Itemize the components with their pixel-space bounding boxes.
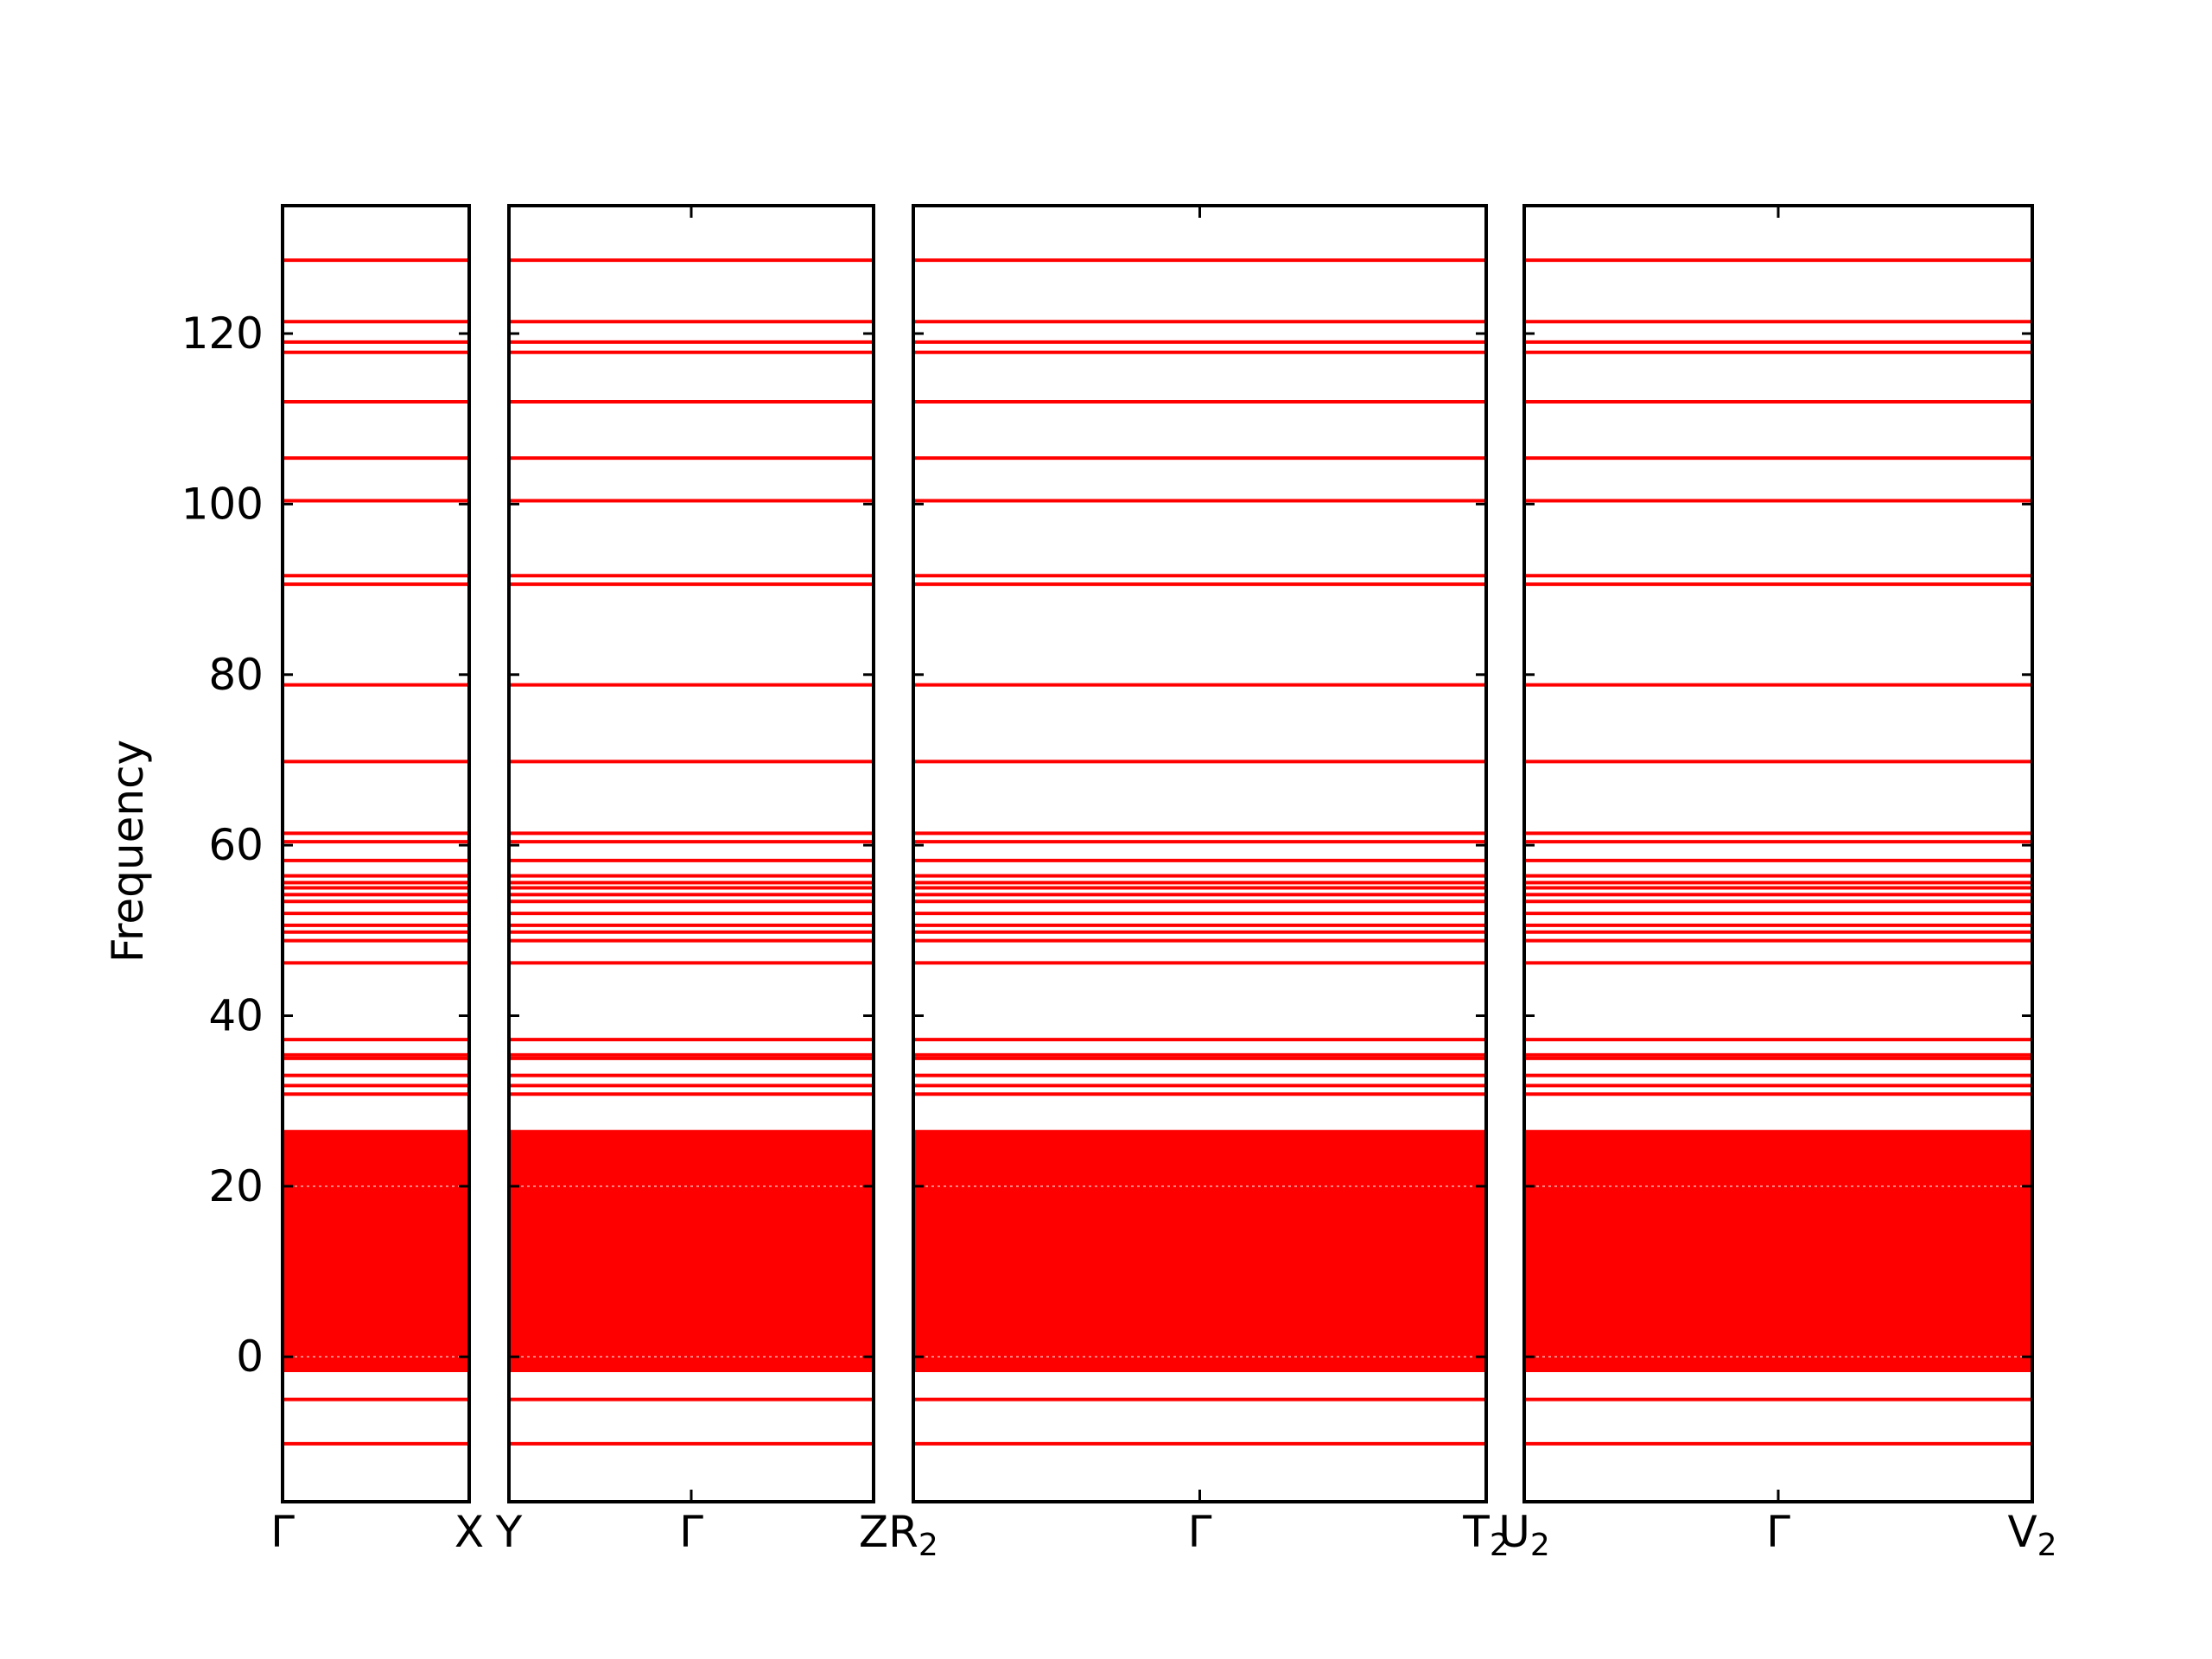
panel-frame: [1522, 204, 2034, 1503]
panel-frame: [507, 204, 875, 1503]
x-tick-label: Γ: [270, 1507, 295, 1557]
y-tick-label: 20: [208, 1161, 264, 1211]
x-tick-label: U2: [1498, 1507, 1550, 1563]
panel-1: [281, 204, 471, 1503]
y-tick-label: 40: [208, 991, 264, 1041]
panel-3: [912, 204, 1488, 1503]
panel-2: [507, 204, 875, 1503]
x-tick-label: Y: [495, 1507, 523, 1557]
y-axis-label: Frequency: [103, 740, 153, 963]
y-tick-labels: 0 20 40 60 80 100 120: [181, 308, 264, 1382]
dense-band-region: [913, 1129, 1486, 1372]
panel-4: [1522, 204, 2034, 1503]
y-tick-label: 80: [208, 650, 264, 700]
x-tick-label: X: [454, 1507, 484, 1557]
y-tick-label: 100: [181, 479, 264, 529]
x-tick-label: T2: [1462, 1507, 1509, 1563]
dense-band-region: [509, 1129, 874, 1372]
panel-frame: [281, 204, 471, 1503]
panel-frame: [912, 204, 1488, 1503]
x-tick-label: Γ: [1766, 1507, 1790, 1557]
dense-band-region: [283, 1129, 469, 1372]
panels-layer: [281, 204, 2034, 1503]
y-tick-label: 60: [208, 820, 264, 870]
x-tick-label: Γ: [1188, 1507, 1212, 1557]
x-tick-label: V2: [2007, 1507, 2056, 1563]
y-tick-label: 0: [236, 1332, 264, 1382]
x-tick-label: Z: [859, 1507, 888, 1557]
y-tick-label: 120: [181, 308, 264, 359]
x-tick-label: R2: [888, 1507, 938, 1563]
dense-band-region: [1524, 1129, 2032, 1372]
x-tick-label: Γ: [679, 1507, 703, 1557]
